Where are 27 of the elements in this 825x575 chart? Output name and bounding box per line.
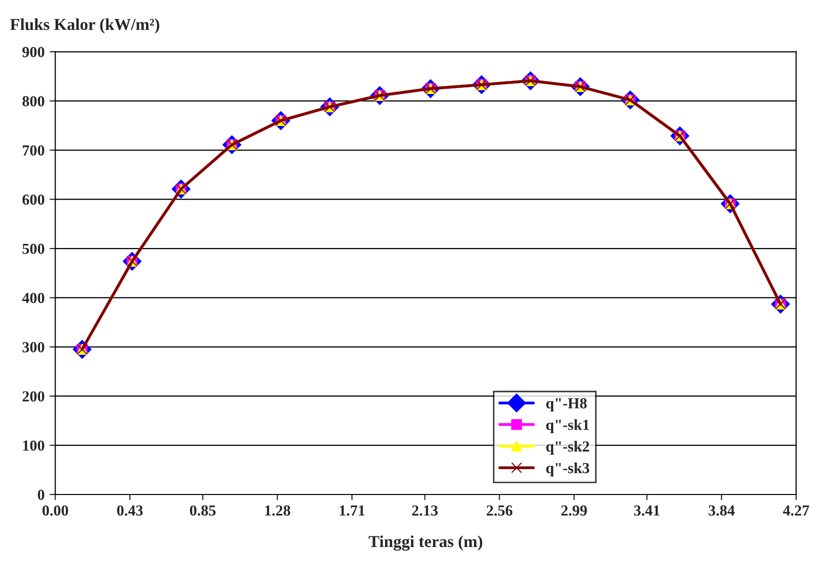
x-tick-label: 0.00 [42, 505, 68, 516]
x-tick-label: 4.27 [782, 505, 810, 516]
legend-label: q"-sk2 [546, 440, 590, 455]
y-tick-label: 500 [22, 244, 44, 254]
y-tick-label: 700 [22, 145, 44, 156]
x-tick-label: 2.13 [412, 505, 438, 516]
x-tick-label: 3.84 [708, 505, 735, 516]
legend-label: q"-sk1 [546, 419, 589, 434]
y-tick-label: 300 [22, 342, 44, 352]
y-tick-label: 800 [22, 96, 44, 106]
y-tick-label: 200 [22, 391, 44, 402]
x-tick-label: 0.43 [117, 505, 143, 516]
x-tick-label: 1.71 [340, 505, 365, 516]
x-tick-label: 1.28 [265, 505, 290, 516]
x-tick-label: 3.41 [634, 505, 660, 516]
x-tick-label: 2.99 [561, 505, 587, 516]
legend-label: q"-H8 [546, 398, 587, 412]
legend-label: q"-sk3 [546, 462, 590, 476]
y-tick-label: 0 [38, 490, 44, 500]
y-tick-label: 100 [23, 440, 44, 451]
x-tick-label: 0.85 [190, 505, 216, 516]
y-tick-label: 900 [22, 46, 44, 58]
y-axis-title: Fluks Kalor (kW/m²) [10, 18, 160, 34]
y-tick-label: 600 [22, 194, 44, 205]
y-tick-label: 400 [22, 292, 44, 304]
x-axis-title: Tinggi teras (m) [368, 535, 482, 551]
x-tick-label: 2.56 [486, 505, 512, 516]
